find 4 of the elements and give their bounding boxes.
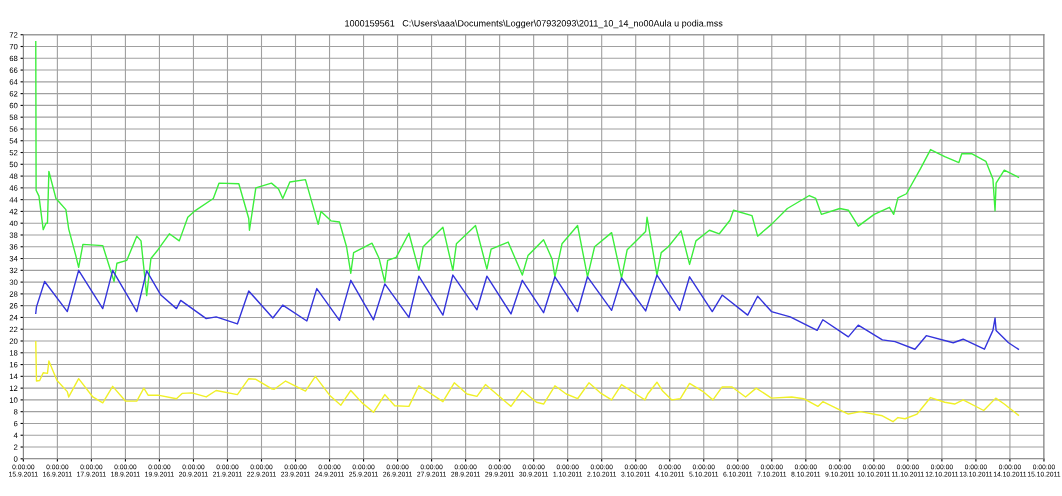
line-series	[35, 340, 1020, 423]
line-series	[35, 41, 1020, 297]
chart-title: 1000159561 C:\Users\aaa\Documents\Logger\07932093\2011_10_14_no00Aula u podia.mss	[345, 19, 723, 29]
line-series	[35, 269, 1020, 350]
